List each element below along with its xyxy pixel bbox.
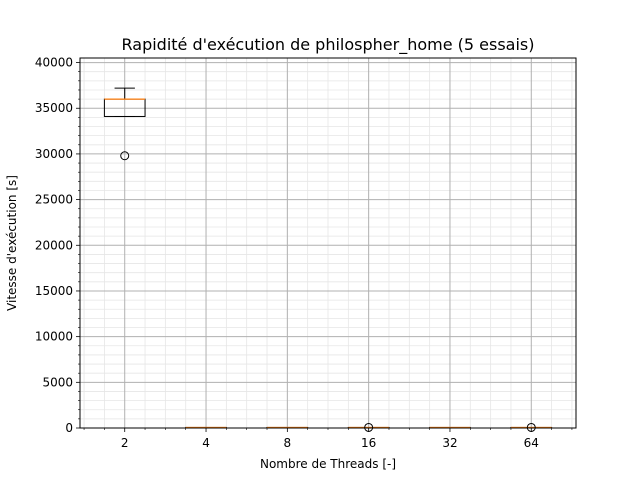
major-grid [80,58,576,429]
box-plots [103,87,553,432]
x-tick-label: 32 [442,436,457,450]
x-tick-label: 4 [202,436,210,450]
y-axis-label: Vitesse d'exécution [s] [5,175,19,311]
x-axis-label: Nombre de Threads [-] [260,457,396,471]
y-tick-label: 0 [65,421,73,435]
x-tick-label: 16 [361,436,376,450]
y-tick-label: 30000 [35,147,73,161]
y-tick-label: 35000 [35,101,73,115]
chart-title: Rapidité d'exécution de philospher_home … [122,35,535,55]
x-tick-label: 8 [284,436,292,450]
y-tick-label: 15000 [35,284,73,298]
y-tick-label: 5000 [42,375,73,389]
y-tick-label: 10000 [35,330,73,344]
axes: 0 5000 10000 15000 20000 25000 30000 35000 40000… [35,56,573,450]
x-tick-label: 64 [524,436,539,450]
x-tick-label: 2 [121,436,129,450]
outlier-point [120,151,130,161]
y-tick-label: 40000 [35,56,73,70]
y-tick-label: 20000 [35,238,73,252]
y-tick-label: 25000 [35,193,73,207]
minor-grid [80,58,576,428]
